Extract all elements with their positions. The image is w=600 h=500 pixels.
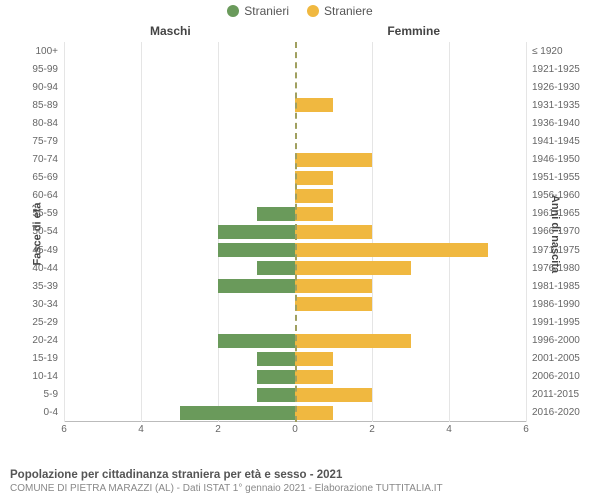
age-label: 50-54 (32, 226, 64, 237)
center-line (295, 42, 297, 422)
legend-label-female: Straniere (324, 4, 373, 18)
birth-label: 1991-1995 (526, 317, 580, 328)
birth-label: 1961-1965 (526, 208, 580, 219)
bar-female (295, 153, 372, 167)
legend-swatch-male (227, 5, 239, 17)
header-male: Maschi (150, 24, 191, 38)
age-label: 35-39 (32, 281, 64, 292)
bar-female (295, 406, 333, 420)
birth-label: 1931-1935 (526, 100, 580, 111)
legend-label-male: Stranieri (244, 4, 289, 18)
caption: Popolazione per cittadinanza straniera p… (10, 469, 590, 494)
age-label: 15-19 (32, 353, 64, 364)
age-label: 95-99 (32, 64, 64, 75)
birth-label: 2011-2015 (526, 389, 579, 400)
caption-subtitle: COMUNE DI PIETRA MARAZZI (AL) - Dati IST… (10, 483, 590, 494)
age-label: 80-84 (32, 118, 64, 129)
legend-item-male: Stranieri (227, 4, 289, 18)
birth-label: 1921-1925 (526, 64, 580, 75)
caption-title: Popolazione per cittadinanza straniera p… (10, 469, 590, 481)
age-label: 70-74 (32, 154, 64, 165)
bar-male (218, 334, 295, 348)
age-label: 20-24 (32, 335, 64, 346)
age-label: 45-49 (32, 245, 64, 256)
age-label: 25-29 (32, 317, 64, 328)
header-female: Femmine (387, 24, 440, 38)
birth-label: 1946-1950 (526, 154, 580, 165)
age-label: 55-59 (32, 208, 64, 219)
birth-label: 1986-1990 (526, 299, 580, 310)
bar-female (295, 352, 333, 366)
bar-male (257, 388, 295, 402)
age-label: 40-44 (32, 263, 64, 274)
age-label: 60-64 (32, 190, 64, 201)
age-label: 90-94 (32, 82, 64, 93)
bar-female (295, 261, 411, 275)
age-label: 10-14 (32, 371, 64, 382)
birth-label: 1966-1970 (526, 226, 580, 237)
birth-label: 1976-1980 (526, 263, 580, 274)
birth-label: 1971-1975 (526, 245, 580, 256)
bar-male (180, 406, 296, 420)
birth-label: 1996-2000 (526, 335, 580, 346)
bar-female (295, 225, 372, 239)
age-label: 5-9 (44, 389, 64, 400)
bar-male (257, 370, 295, 384)
bar-female (295, 98, 333, 112)
age-label: 100+ (35, 46, 64, 57)
plot-region: 0224466100+≤ 192095-991921-192590-941926… (64, 42, 526, 422)
x-tick-label: 4 (446, 422, 452, 435)
x-tick-label: 0 (292, 422, 298, 435)
x-tick-label: 4 (138, 422, 144, 435)
bar-female (295, 243, 488, 257)
birth-label: 1956-1960 (526, 190, 580, 201)
bar-male (257, 352, 295, 366)
age-label: 75-79 (32, 136, 64, 147)
bar-female (295, 207, 333, 221)
bar-female (295, 334, 411, 348)
birth-label: 1981-1985 (526, 281, 580, 292)
birth-label: 2001-2005 (526, 353, 580, 364)
age-label: 65-69 (32, 172, 64, 183)
birth-label: 1951-1955 (526, 172, 580, 183)
bar-female (295, 297, 372, 311)
legend: Stranieri Straniere (0, 0, 600, 18)
age-label: 0-4 (44, 407, 64, 418)
legend-swatch-female (307, 5, 319, 17)
bar-male (257, 261, 295, 275)
chart-area: Maschi Femmine Fasce di età Anni di nasc… (0, 24, 600, 444)
bar-male (218, 243, 295, 257)
bar-male (257, 207, 295, 221)
bar-female (295, 279, 372, 293)
bar-female (295, 388, 372, 402)
birth-label: 1936-1940 (526, 118, 580, 129)
birth-label: 2006-2010 (526, 371, 580, 382)
bar-male (218, 279, 295, 293)
legend-item-female: Straniere (307, 4, 373, 18)
bar-male (218, 225, 295, 239)
bar-female (295, 171, 333, 185)
birth-label: 2016-2020 (526, 407, 580, 418)
bar-female (295, 189, 333, 203)
birth-label: ≤ 1920 (526, 46, 563, 57)
x-tick-label: 6 (523, 422, 529, 435)
bar-female (295, 370, 333, 384)
birth-label: 1941-1945 (526, 136, 580, 147)
age-label: 30-34 (32, 299, 64, 310)
x-tick-label: 2 (369, 422, 375, 435)
x-tick-label: 6 (61, 422, 67, 435)
age-label: 85-89 (32, 100, 64, 111)
x-tick-label: 2 (215, 422, 221, 435)
birth-label: 1926-1930 (526, 82, 580, 93)
